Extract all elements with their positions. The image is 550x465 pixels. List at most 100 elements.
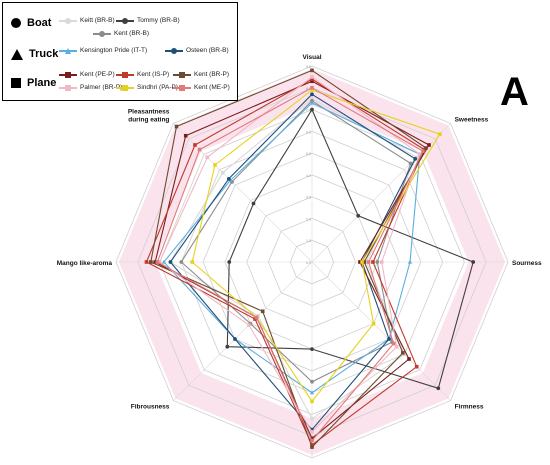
data-point (310, 443, 314, 447)
legend-entry-label: Kent (IS-P) (137, 71, 170, 78)
legend-swatch-icon (59, 71, 77, 78)
legend-entry: Kent (ME-P) (173, 84, 230, 91)
data-point (310, 75, 314, 79)
axis-label: Pleasantness during eating (128, 108, 170, 123)
panel-label: A (500, 70, 529, 114)
legend-entry: Kent (BR-P) (173, 71, 229, 78)
data-point (310, 445, 314, 449)
data-point (225, 344, 230, 349)
data-point (310, 85, 314, 90)
data-point (310, 92, 314, 97)
data-point (233, 337, 237, 341)
data-point (309, 390, 315, 395)
data-point (379, 260, 384, 264)
data-point (371, 321, 376, 326)
data-point (260, 309, 265, 314)
data-point (153, 260, 157, 264)
legend-entry-label: Kent (BR-P) (194, 71, 230, 78)
scale-tick-label: 1.0 (306, 239, 311, 243)
legend-swatch-icon (116, 17, 134, 24)
data-point (310, 347, 314, 352)
series-layer (144, 68, 476, 449)
legend-swatch-icon (59, 84, 77, 91)
axis-label: Fibrousness (131, 404, 170, 411)
data-point (391, 341, 396, 346)
legend-entry-label: Kensington Pride (IT-T) (80, 47, 148, 54)
data-point (310, 68, 314, 73)
data-point (197, 147, 202, 152)
data-point (310, 77, 314, 81)
data-point (310, 379, 314, 384)
legend-mode-truck: Truck (11, 48, 58, 60)
data-point (149, 260, 153, 264)
legend-mode-label: Boat (27, 17, 52, 29)
data-point (205, 155, 210, 160)
data-point (427, 143, 431, 147)
scale-tick-label: 3.0 (306, 196, 311, 200)
series-1 (225, 107, 476, 391)
data-point (155, 260, 160, 264)
data-point (247, 323, 251, 327)
data-point (168, 260, 173, 264)
legend-swatch-icon (173, 84, 191, 91)
scale-tick-label: 9.0 (306, 65, 311, 69)
data-point (310, 107, 314, 112)
legend-mode-boat: Boat (11, 17, 51, 29)
data-point (362, 260, 367, 264)
legend-entry: Keitt (BR-B) (59, 17, 115, 24)
axis-label: Sweetness (455, 116, 489, 123)
square-marker-icon (11, 78, 21, 88)
scale-tick-label: 4.0 (306, 174, 311, 178)
legend-swatch-icon (93, 30, 111, 37)
legend-entry-label: Osteen (BR-B) (186, 47, 229, 54)
data-point (408, 161, 413, 166)
legend-entry: Sindhri (PA-P) (116, 84, 178, 91)
data-point (228, 178, 233, 182)
data-point (417, 152, 422, 157)
data-point (310, 399, 314, 404)
data-point (387, 337, 391, 341)
axis-spoke (311, 261, 451, 401)
legend-swatch-icon (59, 17, 77, 24)
scale-tick-label: 2.0 (306, 217, 311, 221)
legend-mode-label: Truck (29, 48, 59, 60)
scale-tick-label: 8.0 (306, 87, 311, 91)
data-point (309, 100, 315, 105)
scale-tick-label: 7.0 (306, 109, 311, 113)
data-point (407, 357, 411, 361)
data-point (213, 163, 217, 167)
data-point (371, 260, 375, 264)
data-point (220, 170, 225, 175)
data-point (394, 344, 399, 349)
data-point (254, 315, 259, 320)
data-point (190, 260, 195, 264)
legend-swatch-icon (173, 71, 191, 78)
data-point (401, 351, 405, 355)
axis-label: Mango like-aroma (57, 260, 113, 267)
series-10 (155, 85, 425, 443)
data-point (193, 143, 197, 147)
data-point (310, 436, 314, 441)
circle-marker-icon (11, 18, 21, 28)
data-point (310, 430, 314, 434)
series-8 (157, 75, 422, 434)
legend-entry: Kent (IS-P) (116, 71, 169, 78)
legend-entry-label: Tommy (BR-B) (137, 17, 180, 24)
legend-entry-label: Sindhri (PA-P) (137, 84, 179, 91)
data-point (358, 260, 362, 264)
data-point (157, 260, 162, 264)
legend-entry-label: Palmer (BR-P) (80, 84, 123, 91)
scale-tick-label: 5.0 (306, 152, 311, 156)
data-point (226, 176, 231, 181)
axis-spoke (173, 261, 313, 401)
legend-entry: Kensington Pride (IT-T) (59, 47, 147, 54)
data-point (438, 132, 442, 136)
data-point (375, 260, 380, 264)
data-point (424, 146, 428, 150)
data-point (436, 386, 441, 391)
legend-swatch-icon (165, 47, 183, 54)
scale-tick-label: 0.0 (306, 261, 311, 265)
axis-label: Firmness (455, 404, 484, 411)
legend-entry: Kent (BR-B) (93, 30, 149, 37)
